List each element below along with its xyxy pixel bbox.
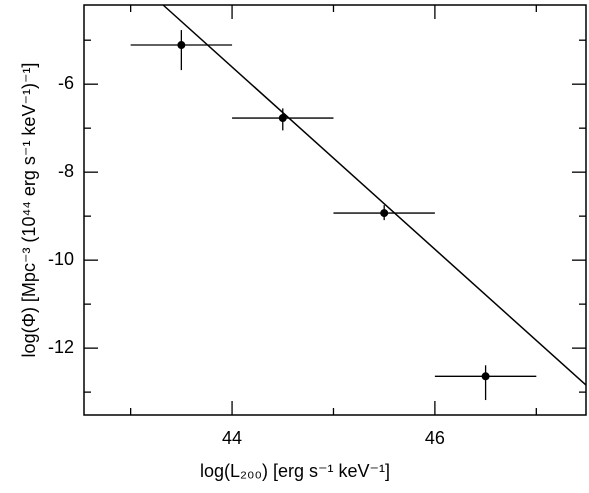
x-tick-label: 44 (222, 428, 242, 448)
y-tick-label: -12 (48, 337, 74, 357)
data-point (380, 209, 389, 218)
y-tick-label: -10 (48, 249, 74, 269)
x-tick-label: 46 (425, 428, 445, 448)
y-tick-label: -6 (58, 73, 74, 93)
data-point (177, 41, 186, 50)
data-point (481, 372, 490, 381)
plot-frame (83, 4, 587, 416)
data-point (278, 114, 287, 123)
y-tick-label: -8 (58, 161, 74, 181)
y-axis-label: log(Φ) [Mpc⁻³ (10⁴⁴ erg s⁻¹ keV⁻¹)⁻¹] (19, 63, 39, 358)
fit-line (162, 4, 587, 386)
x-axis-label: log(L₂₀₀) [erg s⁻¹ keV⁻¹] (200, 461, 390, 481)
